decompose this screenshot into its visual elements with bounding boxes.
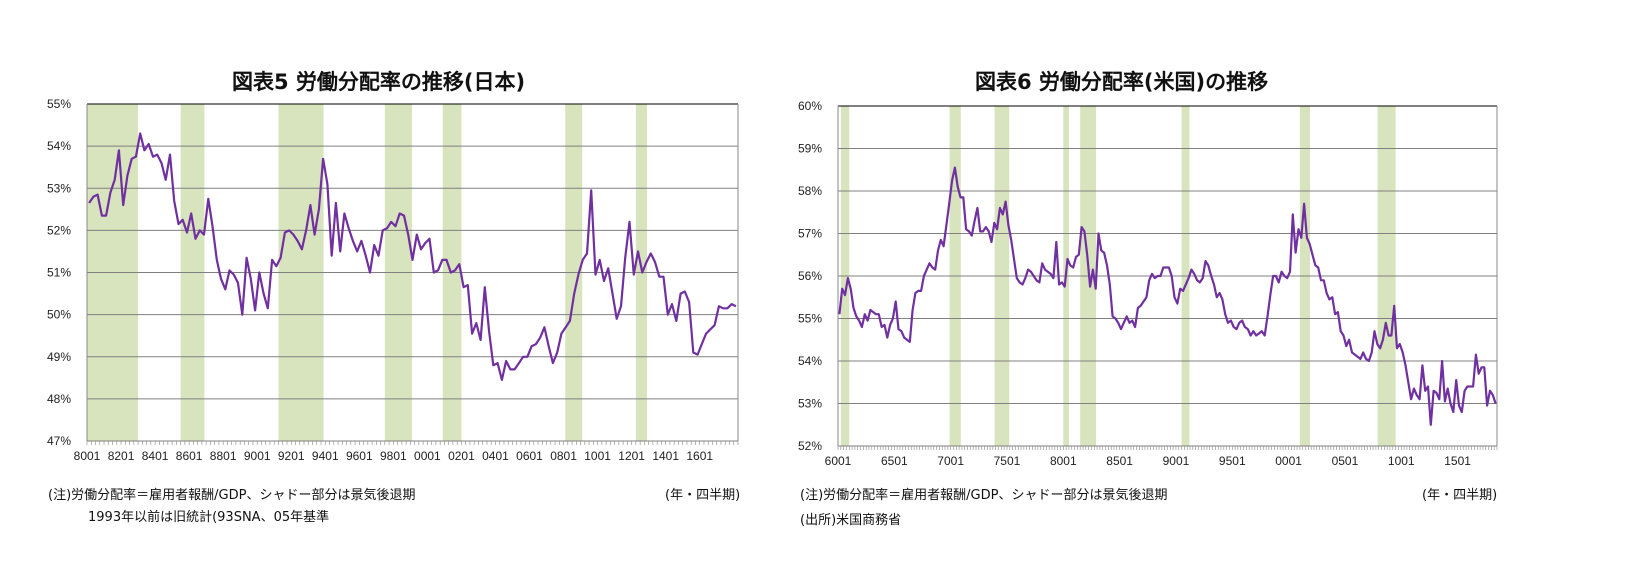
japan-x-tick-label: 9801 xyxy=(380,449,407,463)
japan-x-tick-label: 9201 xyxy=(278,449,305,463)
chart-title-japan: 図表5 労働分配率の推移(日本) xyxy=(232,70,526,94)
japan-y-tick-label: 50% xyxy=(47,308,71,322)
us-x-tick-label: 6501 xyxy=(881,454,908,468)
japan-x-tick-label: 1601 xyxy=(686,449,713,463)
japan-x-tick-label: 0601 xyxy=(516,449,543,463)
japan-labor-share-line xyxy=(88,132,737,381)
japan-y-tick-label: 52% xyxy=(47,223,71,237)
japan-y-tick-label: 53% xyxy=(47,181,71,195)
japan-x-tick-label: 1001 xyxy=(584,449,611,463)
japan-x-tick-label: 9401 xyxy=(312,449,339,463)
us-x-unit: (年・四半期) xyxy=(1422,488,1498,503)
us-y-tick-label: 58% xyxy=(798,184,822,198)
japan-x-tick-label: 1201 xyxy=(618,449,645,463)
japan-x-tick-label: 0001 xyxy=(414,449,441,463)
japan-x-tick-label: 1401 xyxy=(652,449,679,463)
us-y-tick-label: 60% xyxy=(798,99,822,113)
us-y-tick-label: 59% xyxy=(798,142,822,156)
japan-x-tick-label: 8601 xyxy=(176,449,203,463)
us-labor-share-line xyxy=(838,166,1497,426)
japan-note-old-stats: 1993年以前は旧統計(93SNA、05年基準 xyxy=(88,510,330,525)
japan-x-tick-label: 9601 xyxy=(346,449,373,463)
us-note-definition: (注)労働分配率＝雇用者報酬/GDP、シャドー部分は景気後退期 xyxy=(800,488,1168,503)
japan-x-tick-label: 0401 xyxy=(482,449,509,463)
japan-y-tick-label: 54% xyxy=(47,139,71,153)
japan-x-tick-label: 8201 xyxy=(108,449,135,463)
japan-x-tick-label: 0801 xyxy=(550,449,577,463)
japan-x-tick-label: 8801 xyxy=(210,449,237,463)
japan-x-tick-label: 8001 xyxy=(74,449,101,463)
japan-y-tick-label: 55% xyxy=(47,97,71,111)
us-x-tick-label: 8501 xyxy=(1106,454,1133,468)
japan-x-tick-label: 0201 xyxy=(448,449,475,463)
us-y-tick-label: 54% xyxy=(798,354,822,368)
us-x-tick-label: 8001 xyxy=(1050,454,1077,468)
us-y-tick-label: 56% xyxy=(798,269,822,283)
japan-y-tick-label: 47% xyxy=(47,434,71,448)
japan-y-tick-label: 49% xyxy=(47,350,71,364)
us-x-tick-label: 0001 xyxy=(1275,454,1302,468)
japan-x-unit: (年・四半期) xyxy=(665,488,741,503)
us-x-tick-label: 6001 xyxy=(825,454,852,468)
us-y-tick-label: 57% xyxy=(798,227,822,241)
japan-y-tick-label: 51% xyxy=(47,266,71,280)
japan-x-tick-label: 9001 xyxy=(244,449,271,463)
us-x-tick-label: 9001 xyxy=(1163,454,1190,468)
us-x-tick-label: 0501 xyxy=(1332,454,1359,468)
us-x-tick-label: 7501 xyxy=(994,454,1021,468)
us-y-tick-label: 53% xyxy=(798,397,822,411)
us-y-tick-label: 52% xyxy=(798,439,822,453)
japan-note-definition: (注)労働分配率＝雇用者報酬/GDP、シャドー部分は景気後退期 xyxy=(48,488,416,503)
us-note-source: (出所)米国商務省 xyxy=(800,513,902,528)
us-y-tick-label: 55% xyxy=(798,312,822,326)
us-x-tick-label: 9501 xyxy=(1219,454,1246,468)
japan-x-tick-label: 8401 xyxy=(142,449,169,463)
us-x-tick-label: 1501 xyxy=(1444,454,1471,468)
chart-title-us: 図表6 労働分配率(米国)の推移 xyxy=(975,70,1269,94)
japan-y-tick-label: 48% xyxy=(47,392,71,406)
us-x-tick-label: 1001 xyxy=(1388,454,1415,468)
us-x-tick-label: 7001 xyxy=(937,454,964,468)
